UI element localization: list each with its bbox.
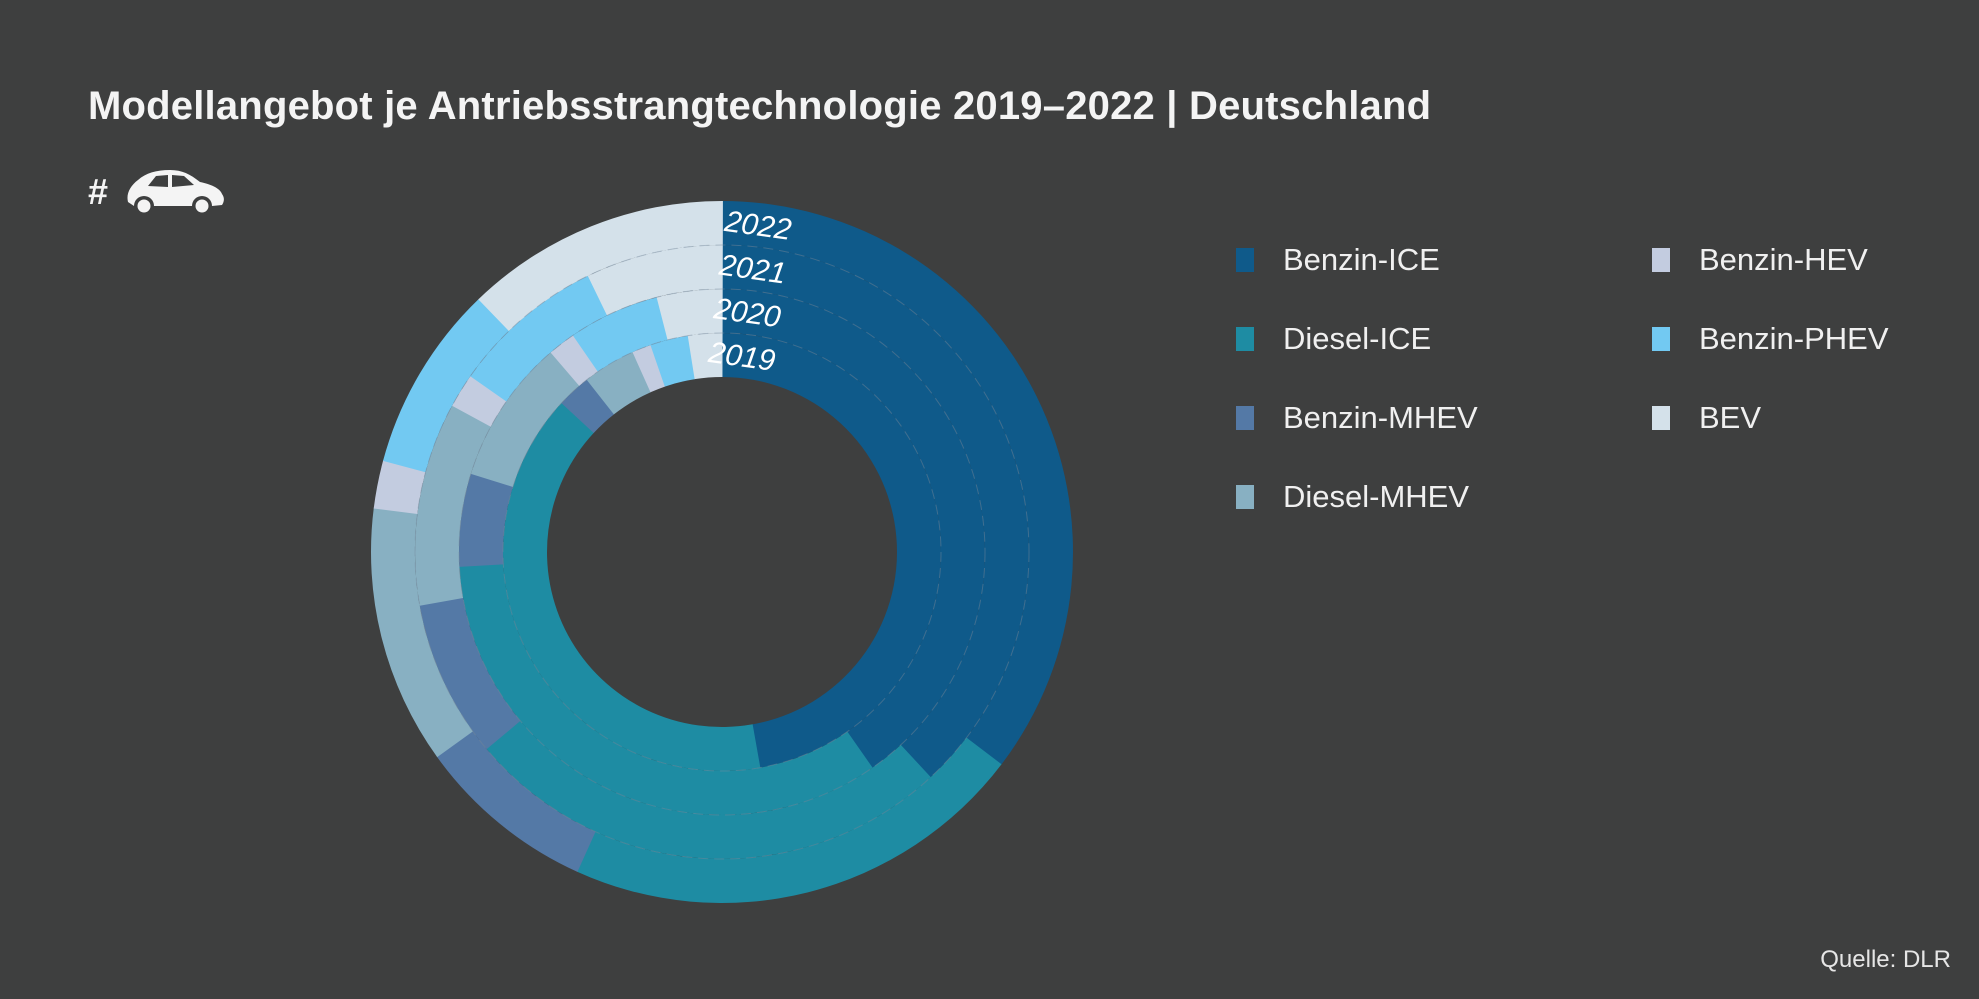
slice-2021-diesel-mhev xyxy=(414,405,492,606)
legend-label: Diesel-MHEV xyxy=(1283,479,1470,514)
slice-2021-benzin-phev xyxy=(470,275,608,402)
slice-2019-diesel-ice xyxy=(503,402,761,771)
slice-2019-benzin-phev xyxy=(650,335,696,387)
slice-2020-benzin-ice xyxy=(722,289,986,769)
slice-2021-benzin-ice xyxy=(722,245,1029,778)
slice-2019-bev xyxy=(687,333,723,380)
slice-2020-benzin-mhev xyxy=(459,473,514,567)
slice-2022-diesel-ice xyxy=(576,737,1002,904)
slice-2019-diesel-mhev xyxy=(586,351,651,415)
legend-item-benzin-phev: Benzin-PHEV xyxy=(1652,321,1889,357)
slice-2021-diesel-ice xyxy=(486,720,931,859)
slice-2020-bev xyxy=(656,289,723,340)
slice-2019-benzin-hev xyxy=(632,344,666,393)
ring-separator xyxy=(414,244,1030,860)
legend-swatch xyxy=(1236,327,1254,351)
car-icon xyxy=(127,170,224,216)
slice-2022-bev xyxy=(478,201,723,332)
slice-2021-bev xyxy=(587,245,723,316)
slice-2020-benzin-hev xyxy=(550,335,599,386)
legend: Benzin-ICE Diesel-ICE Benzin-MHEV Diesel… xyxy=(1236,242,1956,542)
legend-swatch xyxy=(1652,327,1670,351)
ring-separator xyxy=(502,332,942,772)
legend-label: Diesel-ICE xyxy=(1283,321,1432,356)
legend-item-benzin-ice: Benzin-ICE xyxy=(1236,242,1440,278)
slice-2020-diesel-mhev xyxy=(470,352,580,487)
legend-swatch xyxy=(1236,485,1254,509)
slice-2021-benzin-hev xyxy=(452,375,507,427)
slice-2022-diesel-mhev xyxy=(371,507,473,758)
legend-swatch xyxy=(1236,406,1254,430)
legend-item-benzin-mhev: Benzin-MHEV xyxy=(1236,400,1478,436)
legend-item-benzin-hev: Benzin-HEV xyxy=(1652,242,1868,278)
source-note: Quelle: DLR xyxy=(1820,946,1951,973)
legend-item-bev: BEV xyxy=(1652,400,1761,436)
legend-item-diesel-mhev: Diesel-MHEV xyxy=(1236,479,1469,515)
slice-2022-benzin-ice xyxy=(722,201,1073,765)
unit-label: # xyxy=(88,171,109,212)
ring-separators xyxy=(414,244,1030,860)
chart-title: Modellangebot je Antriebsstrangtechnolog… xyxy=(88,84,1432,128)
slice-2020-diesel-ice xyxy=(459,563,873,815)
legend-label: Benzin-PHEV xyxy=(1699,321,1889,356)
legend-label: Benzin-MHEV xyxy=(1283,400,1478,435)
slice-2021-benzin-mhev xyxy=(419,597,521,750)
legend-item-diesel-ice: Diesel-ICE xyxy=(1236,321,1431,357)
slice-2020-benzin-phev xyxy=(572,297,669,372)
rings-group xyxy=(371,201,1073,904)
legend-label: Benzin-ICE xyxy=(1283,242,1440,277)
legend-label: Benzin-HEV xyxy=(1699,242,1868,277)
slice-2022-benzin-mhev xyxy=(436,730,596,872)
legend-swatch xyxy=(1652,406,1670,430)
legend-swatch xyxy=(1236,248,1254,272)
slice-2019-benzin-mhev xyxy=(561,379,615,434)
legend-swatch xyxy=(1652,248,1670,272)
legend-label: BEV xyxy=(1699,400,1762,435)
slice-2022-benzin-phev xyxy=(383,298,510,473)
unit-indicator: # xyxy=(88,168,226,216)
slice-2019-benzin-ice xyxy=(722,333,941,768)
slice-2022-benzin-hev xyxy=(373,460,426,514)
ring-separator xyxy=(458,288,986,816)
